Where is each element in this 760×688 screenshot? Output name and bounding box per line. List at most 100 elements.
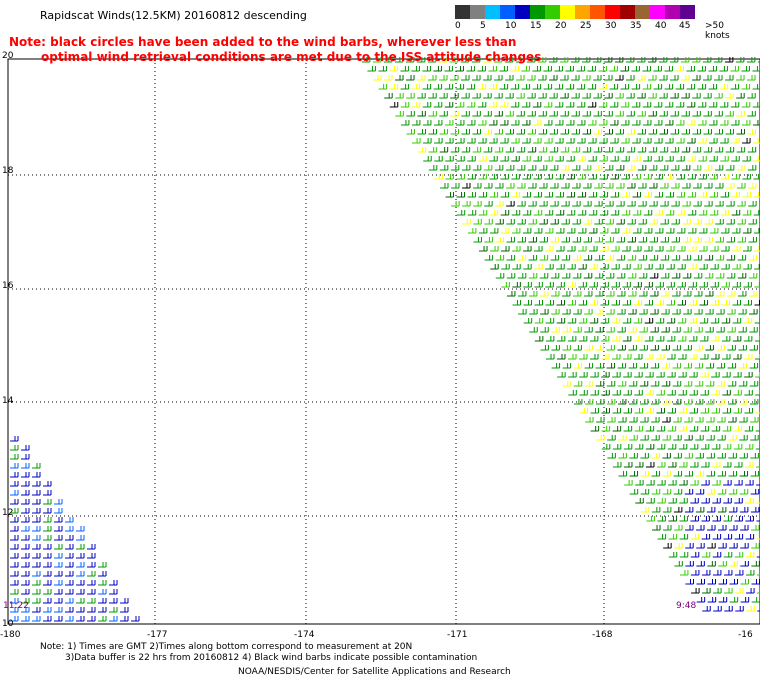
wind-barb (661, 345, 670, 351)
wind-barb (667, 426, 677, 432)
wind-barb (500, 210, 510, 216)
wind-barb (561, 291, 571, 297)
wind-barb (10, 508, 19, 514)
wind-barb (659, 75, 668, 81)
wind-barb (687, 156, 696, 162)
wind-barb (694, 381, 704, 387)
wind-barb (450, 147, 460, 153)
wind-barb (527, 147, 537, 153)
wind-barb (711, 354, 720, 360)
wind-barb (646, 516, 655, 522)
wind-barb (54, 616, 63, 622)
wind-barb (548, 57, 558, 63)
wind-barb (622, 246, 631, 252)
wind-barb (748, 201, 757, 207)
wind-barb (21, 445, 30, 451)
wind-barb (550, 273, 560, 279)
wind-barb (604, 75, 613, 81)
wind-barb (589, 282, 598, 288)
wind-barb (738, 345, 747, 351)
wind-barb (592, 57, 602, 63)
wind-barb (539, 201, 548, 207)
legend-label: 35 (630, 21, 642, 31)
wind-barb (616, 273, 626, 279)
lon-label-168: -168 (592, 630, 613, 640)
wind-barb (10, 571, 19, 577)
wind-barb (638, 255, 648, 261)
wind-barb (456, 192, 466, 198)
wind-barb (697, 102, 707, 108)
wind-barb (700, 372, 709, 378)
wind-speed-legend: 0 5 10 15 20 25 30 35 40 45 >50 knots (455, 5, 730, 41)
wind-barb (721, 282, 730, 288)
wind-barb (644, 336, 654, 342)
wind-barb (638, 237, 647, 243)
wind-barb (683, 381, 693, 387)
wind-barb (650, 381, 660, 387)
wind-barb (744, 354, 753, 360)
wind-barb (466, 66, 475, 72)
lon-label-174: -174 (294, 630, 315, 640)
wind-barb (744, 426, 754, 432)
wind-barb (730, 84, 740, 90)
wind-barb (657, 498, 666, 504)
wind-barb (494, 165, 504, 171)
wind-barb (690, 534, 700, 540)
wind-barb (709, 138, 718, 144)
footnote-line2: 3)Data buffer is 22 hrs from 20160812 4)… (65, 653, 478, 663)
wind-barb (571, 111, 580, 117)
wind-barb (659, 129, 668, 135)
wind-barb (560, 111, 569, 117)
wind-barb (43, 553, 52, 559)
wind-barb (645, 408, 654, 414)
wind-barb (506, 237, 515, 243)
wind-barb (745, 498, 754, 504)
wind-barb (753, 156, 760, 162)
wind-barb (10, 562, 19, 568)
wind-barb (700, 444, 710, 450)
wind-barb (672, 381, 682, 387)
wind-barb (707, 597, 717, 603)
wind-barb (584, 345, 593, 351)
wind-barb (472, 183, 482, 189)
wind-barb (665, 174, 674, 180)
wind-barb (683, 363, 693, 369)
wind-barb (505, 165, 515, 171)
wind-barb (515, 57, 525, 63)
wind-barb (511, 192, 521, 198)
wind-barb (754, 318, 760, 324)
wind-barb (734, 516, 743, 522)
wind-barb (710, 318, 720, 324)
wind-barb (682, 273, 692, 279)
wind-barb (671, 255, 681, 261)
wind-barb (755, 448, 760, 450)
legend-swatch (635, 5, 650, 19)
wind-barb (746, 606, 755, 612)
wind-barb (678, 462, 688, 468)
wind-barb (670, 183, 680, 189)
wind-barb (627, 201, 636, 207)
wind-barb (682, 237, 691, 243)
wind-barb (738, 363, 748, 369)
wind-barb (389, 102, 399, 108)
wind-barb (722, 372, 731, 378)
wind-barb (676, 192, 686, 198)
wind-barb (433, 66, 442, 72)
wind-barb (741, 66, 750, 72)
wind-barb (752, 84, 760, 90)
wind-barb (657, 516, 666, 522)
wind-barb (661, 399, 671, 405)
wind-barb (550, 291, 560, 297)
wind-barb (32, 535, 41, 541)
wind-barb (566, 192, 576, 198)
wind-barb (601, 390, 610, 396)
wind-barb (742, 138, 751, 144)
wind-barb (550, 219, 559, 225)
wind-barb (606, 381, 616, 387)
wind-barb (648, 147, 658, 153)
wind-barb (477, 84, 487, 90)
wind-barb (749, 309, 758, 315)
wind-barb (618, 417, 627, 423)
wind-barb (668, 534, 678, 540)
wind-barb (622, 336, 632, 342)
